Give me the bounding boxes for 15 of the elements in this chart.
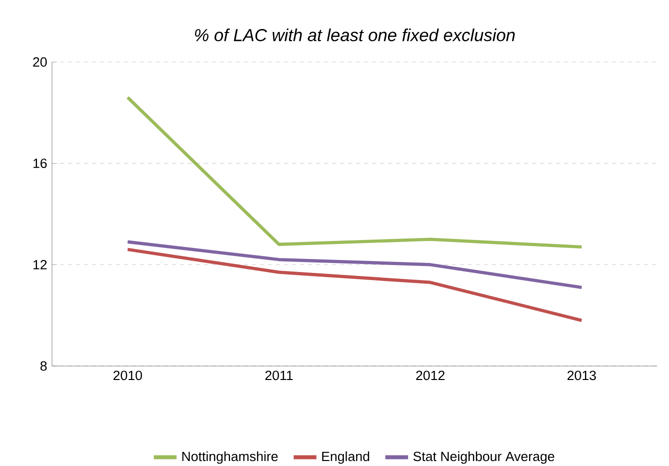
line-series	[126, 96, 584, 249]
x-tick-label: 2011	[265, 370, 293, 380]
legend-label: Nottinghamshire	[182, 451, 278, 464]
legend-label: England	[322, 451, 370, 464]
y-tick-label: 16	[33, 158, 47, 168]
legend-label: Stat Neighbour Average	[413, 451, 554, 464]
y-tick-label: 8	[40, 361, 47, 371]
line-series	[126, 240, 584, 290]
line-series	[126, 248, 584, 322]
chart-title: % of LAC with at least one fixed exclusion	[195, 28, 515, 42]
x-tick-label: 2010	[114, 370, 142, 380]
x-tick-label: 2012	[416, 370, 444, 380]
y-tick-label: 12	[33, 260, 47, 270]
x-tick-label: 2013	[568, 370, 596, 380]
y-tick-label: 20	[33, 57, 47, 67]
